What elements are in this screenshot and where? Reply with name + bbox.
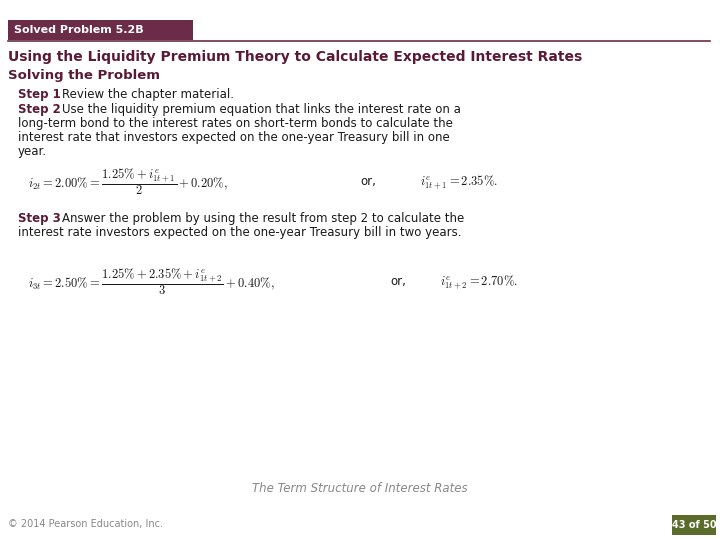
Text: or,: or, [360,176,376,188]
FancyBboxPatch shape [8,20,193,40]
Text: long-term bond to the interest rates on short-term bonds to calculate the: long-term bond to the interest rates on … [18,117,453,130]
Text: interest rate investors expected on the one-year Treasury bill in two years.: interest rate investors expected on the … [18,226,462,239]
Text: Use the liquidity premium equation that links the interest rate on a: Use the liquidity premium equation that … [62,103,461,116]
Text: $i^{e}_{1t+1} = 2.35\%.$: $i^{e}_{1t+1} = 2.35\%.$ [420,173,498,191]
Text: Using the Liquidity Premium Theory to Calculate Expected Interest Rates: Using the Liquidity Premium Theory to Ca… [8,50,582,64]
FancyBboxPatch shape [672,515,716,535]
Text: Step 2: Step 2 [18,103,60,116]
Text: year.: year. [18,145,47,158]
Text: © 2014 Pearson Education, Inc.: © 2014 Pearson Education, Inc. [8,519,163,529]
Text: Review the chapter material.: Review the chapter material. [62,88,234,101]
Text: Answer the problem by using the result from step 2 to calculate the: Answer the problem by using the result f… [62,212,464,225]
Text: or,: or, [390,275,406,288]
Text: The Term Structure of Interest Rates: The Term Structure of Interest Rates [252,482,468,495]
Text: $i^{e}_{1t+2} = 2.70\%.$: $i^{e}_{1t+2} = 2.70\%.$ [440,273,518,291]
Text: interest rate that investors expected on the one-year Treasury bill in one: interest rate that investors expected on… [18,131,450,144]
Text: Step 1: Step 1 [18,88,60,101]
Text: 43 of 50: 43 of 50 [672,520,716,530]
Text: Solved Problem 5.2B: Solved Problem 5.2B [14,25,143,35]
Text: Step 3: Step 3 [18,212,60,225]
Text: $i_{2t} = 2.00\% = \dfrac{1.25\% + i^{e}_{1t+1}}{2} + 0.20\%,$: $i_{2t} = 2.00\% = \dfrac{1.25\% + i^{e}… [28,167,228,198]
Text: Solving the Problem: Solving the Problem [8,69,160,82]
Text: $i_{3t} = 2.50\% = \dfrac{1.25\% + 2.35\% + i^{e}_{1t+2}}{3} + 0.40\%,$: $i_{3t} = 2.50\% = \dfrac{1.25\% + 2.35\… [28,267,274,298]
